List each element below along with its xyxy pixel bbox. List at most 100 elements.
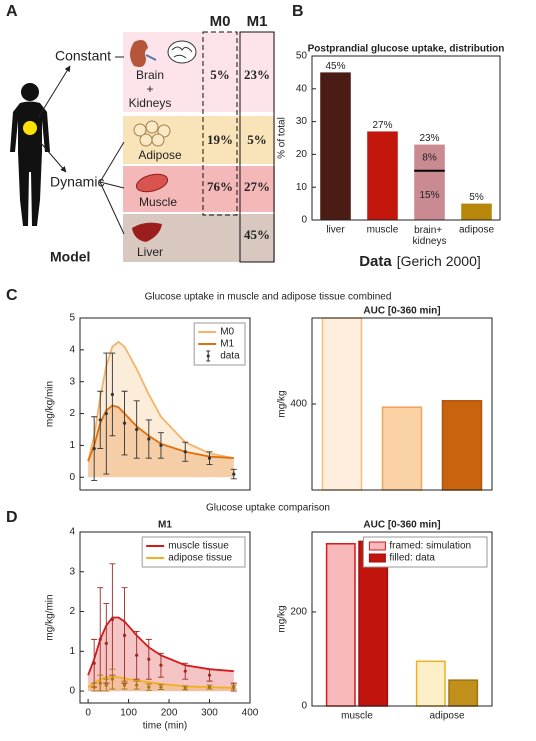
y-tick-label: 0 <box>301 701 307 712</box>
arrow <box>39 141 67 173</box>
table-value: 27% <box>244 179 270 194</box>
x-tick-label: 0 <box>85 708 91 719</box>
table-value: 23% <box>244 67 270 82</box>
table-value: 5% <box>247 132 267 147</box>
data-point <box>110 677 114 681</box>
legend-label: framed: simulation <box>389 541 471 552</box>
bar-segment <box>414 144 445 171</box>
data-point <box>147 437 151 441</box>
silhouette-head <box>21 83 39 101</box>
legend-swatch <box>368 553 386 563</box>
data-point <box>183 450 187 454</box>
data-point <box>159 663 163 667</box>
segment-label: 8% <box>422 152 437 163</box>
x-tick-label: muscle <box>341 711 373 722</box>
y-tick-label: 0 <box>69 472 75 483</box>
panel-label: B <box>292 3 304 20</box>
x-tick-label-line: brain+ <box>414 225 445 236</box>
plot-frame <box>79 317 251 491</box>
data-point <box>110 617 114 622</box>
table-value: 45% <box>244 227 270 242</box>
data-point <box>183 686 187 690</box>
y-tick-label: 3 <box>69 376 75 387</box>
legend-label: adipose tissue <box>168 553 232 564</box>
chart-title: AUC [0-360 min] <box>363 520 440 531</box>
x-tick-label: adipose <box>459 225 494 236</box>
legend-label: M1 <box>220 339 234 350</box>
legend-box <box>193 322 246 366</box>
chart-title: M1 <box>158 520 172 531</box>
y-tick-label: 0 <box>301 215 307 226</box>
x-tick-label: 300 <box>201 708 218 719</box>
source-note: Data [Gerich 2000] <box>359 253 481 270</box>
data-point <box>92 446 96 451</box>
value-label: 27% <box>372 120 392 131</box>
brain-icon <box>167 40 197 64</box>
kidney-icon <box>130 40 148 67</box>
panel-label: D <box>6 509 18 526</box>
segment-label: 15% <box>419 190 439 201</box>
row-label: Kidneys <box>129 96 172 110</box>
section-title: Glucose uptake in muscle and adipose tis… <box>145 292 392 303</box>
row-band <box>123 32 275 112</box>
y-tick-label: 0 <box>69 686 75 697</box>
data-point <box>92 661 96 665</box>
y-axis-label: mg/kg/min <box>45 594 56 640</box>
x-tick-label: adipose <box>429 711 464 722</box>
chart-title: AUC [0-360 min] <box>363 306 440 317</box>
silhouette-body <box>10 101 50 226</box>
data-point <box>159 685 163 689</box>
bar <box>320 72 351 221</box>
value-label: 23% <box>419 133 439 144</box>
legend-swatch <box>368 541 386 551</box>
data-point <box>110 392 114 397</box>
data-point <box>122 421 127 425</box>
data-point <box>98 637 102 641</box>
m0-box <box>202 31 238 216</box>
legend-label: muscle tissue <box>168 541 229 552</box>
x-axis-label: time (min) <box>143 721 187 732</box>
row-label: Brain <box>136 68 164 82</box>
connector <box>99 181 125 189</box>
y-tick-label: 4 <box>69 527 75 538</box>
value-label: 45% <box>325 61 345 72</box>
data-point <box>207 456 212 460</box>
y-tick-label: 2 <box>69 606 75 617</box>
data-point <box>92 685 96 689</box>
y-tick-label: 10 <box>296 182 308 193</box>
legend-label: filled: data <box>389 553 435 564</box>
x-tick-label: liver <box>326 225 345 236</box>
column-header: M0 <box>210 13 231 30</box>
panel-label: C <box>6 287 18 304</box>
table-value: 76% <box>207 179 233 194</box>
y-tick-label: 1 <box>69 440 75 451</box>
row-label: Adipose <box>138 148 182 162</box>
x-tick-label-line: kidneys <box>413 236 447 247</box>
y-tick-label: 3 <box>69 566 75 577</box>
y-tick-label: 2 <box>69 408 75 419</box>
data-point <box>207 685 212 689</box>
x-tick-label: 100 <box>120 708 137 719</box>
data-point <box>98 681 102 685</box>
arrow <box>37 65 71 119</box>
panel-label: A <box>6 3 18 20</box>
data-point <box>207 673 212 677</box>
section-title: Glucose uptake comparison <box>206 503 330 514</box>
value-label: 5% <box>469 192 484 203</box>
data-point <box>135 653 139 657</box>
bar <box>325 543 356 707</box>
y-tick-label: 1 <box>69 646 75 657</box>
plot-frame <box>311 55 501 221</box>
bar <box>358 540 389 707</box>
y-axis-label: mg/kg <box>277 390 288 417</box>
liver-icon <box>132 222 162 242</box>
column-header: M1 <box>247 13 268 30</box>
data-point <box>104 683 108 687</box>
model-title: Model <box>50 249 90 265</box>
y-tick-label: 50 <box>296 51 308 62</box>
data-point <box>232 472 236 476</box>
y-tick-label: 4 <box>69 344 75 355</box>
data-point <box>183 669 187 673</box>
